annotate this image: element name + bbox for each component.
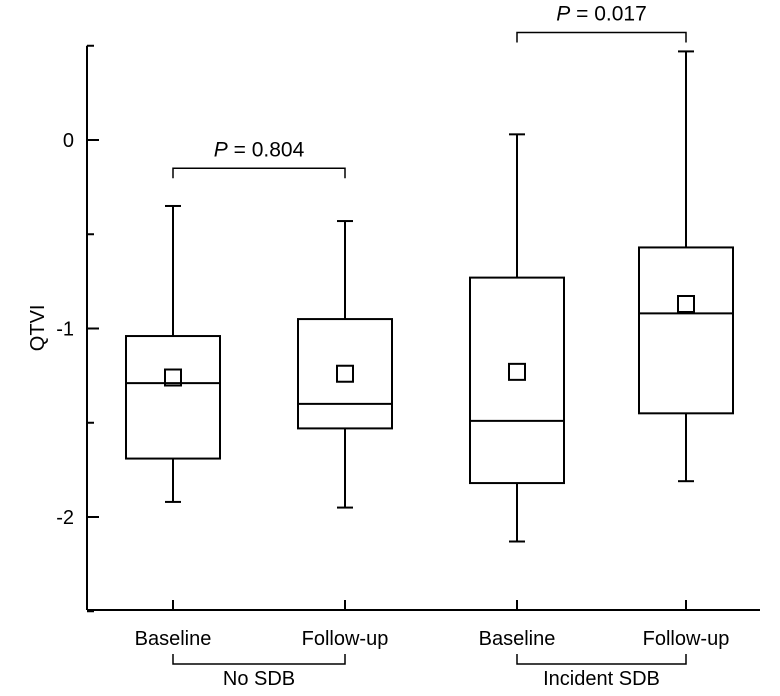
plot-marks (125, 31, 734, 665)
significance-bracket (516, 31, 687, 43)
category-label: Baseline (479, 628, 556, 650)
y-tick-label: -1 (56, 319, 74, 341)
significance-bracket (172, 167, 346, 179)
mean-marker (336, 364, 354, 383)
group-bracket (172, 654, 346, 665)
p-value-label: P = 0.804 (214, 138, 305, 161)
p-value-text: = 0.804 (228, 138, 305, 161)
y-tick-label: -2 (56, 507, 74, 529)
p-value-label: P = 0.017 (556, 3, 647, 26)
iqr-box (125, 335, 221, 460)
axes (86, 44, 760, 613)
mean-marker (508, 362, 526, 381)
category-label: Follow-up (302, 628, 389, 650)
iqr-box (638, 246, 734, 415)
mean-marker (677, 294, 695, 313)
y-axis-title: QTVI (27, 305, 49, 352)
iqr-box (297, 318, 393, 430)
group-label: No SDB (223, 668, 295, 690)
category-label: Baseline (135, 628, 212, 650)
category-label: Follow-up (643, 628, 730, 650)
group-bracket (516, 654, 687, 665)
p-value-text: = 0.017 (570, 3, 646, 26)
mean-marker (164, 368, 182, 387)
p-symbol: P (556, 3, 570, 26)
p-symbol: P (214, 138, 228, 161)
iqr-box (469, 276, 565, 485)
group-label: Incident SDB (543, 668, 660, 690)
y-tick-label: 0 (63, 130, 74, 152)
